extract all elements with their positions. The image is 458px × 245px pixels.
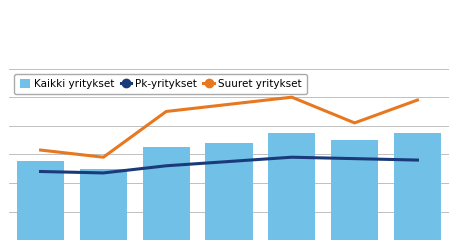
Bar — [331, 140, 378, 240]
Bar — [17, 161, 64, 240]
Bar — [394, 133, 441, 240]
Bar — [206, 143, 252, 240]
Bar — [268, 133, 316, 240]
Bar — [80, 169, 127, 240]
Bar — [142, 147, 190, 240]
Legend: Kaikki yritykset, Pk-yritykset, Suuret yritykset: Kaikki yritykset, Pk-yritykset, Suuret y… — [14, 74, 307, 94]
